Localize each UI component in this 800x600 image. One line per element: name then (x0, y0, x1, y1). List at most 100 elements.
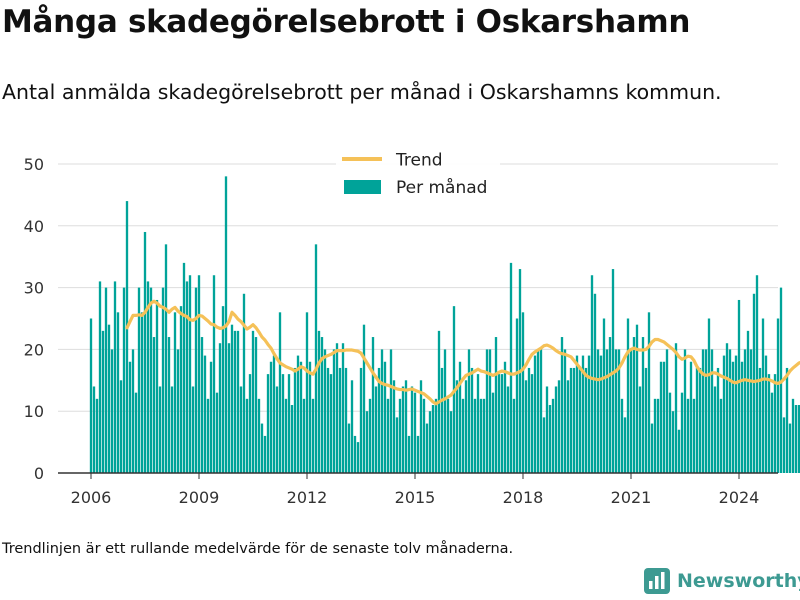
bar (395, 417, 399, 473)
bar (653, 398, 657, 473)
bar (461, 398, 465, 473)
bar (626, 318, 630, 473)
bar (170, 386, 174, 473)
bar (116, 312, 120, 473)
y-tick-label: 50 (24, 155, 44, 174)
bar (578, 367, 582, 473)
bar (209, 361, 213, 473)
bar (629, 349, 633, 473)
bar (242, 293, 246, 473)
bar (281, 374, 285, 473)
bar (434, 398, 438, 473)
bar (446, 398, 450, 473)
bar (290, 405, 294, 473)
bar (248, 374, 252, 473)
bar (635, 324, 639, 473)
bar (359, 367, 363, 473)
bar (320, 337, 324, 473)
bar (347, 423, 351, 473)
bar (410, 386, 414, 473)
bar (473, 398, 477, 473)
bar (782, 417, 786, 473)
bar (431, 405, 435, 473)
bar (230, 324, 234, 473)
bar (251, 330, 255, 473)
bar (770, 392, 774, 473)
bar (137, 287, 141, 473)
bar (500, 374, 504, 473)
bar (602, 318, 606, 473)
bar (278, 312, 282, 473)
bar (113, 281, 117, 473)
bar (455, 380, 459, 473)
bar (701, 349, 705, 473)
bar (422, 398, 426, 473)
bar (566, 380, 570, 473)
bar (743, 349, 747, 473)
bar (389, 349, 393, 473)
bar (146, 281, 150, 473)
bar (236, 330, 240, 473)
bar (449, 411, 453, 473)
bar (260, 423, 264, 473)
chart-subtitle: Antal anmälda skadegörelsebrott per måna… (2, 80, 722, 104)
bar (377, 367, 381, 473)
bar (110, 349, 114, 473)
x-tick-label: 2006 (71, 488, 112, 507)
bar (407, 435, 411, 473)
bar (548, 405, 552, 473)
bar (581, 355, 585, 473)
bar (479, 398, 483, 473)
bar (536, 349, 540, 473)
bar (272, 355, 276, 473)
bar (440, 367, 444, 473)
bar (416, 435, 420, 473)
bar (299, 361, 303, 473)
bar (335, 343, 339, 473)
bar (494, 337, 498, 473)
bar (332, 349, 336, 473)
bar (725, 343, 729, 473)
bar (497, 374, 501, 473)
bar (710, 349, 714, 473)
bar (746, 330, 750, 473)
bar (650, 423, 654, 473)
bar (794, 405, 798, 473)
bar (656, 398, 660, 473)
bar (95, 398, 99, 473)
bar (329, 374, 333, 473)
bar (788, 423, 792, 473)
bar (668, 392, 672, 473)
bar (203, 355, 207, 473)
bar (563, 349, 567, 473)
bar (695, 367, 699, 473)
bar (584, 367, 588, 473)
bar (458, 361, 462, 473)
bar (443, 349, 447, 473)
bar (371, 337, 375, 473)
bar (608, 337, 612, 473)
bar (134, 392, 138, 473)
bar (761, 318, 765, 473)
bar (758, 367, 762, 473)
bar (734, 355, 738, 473)
bar (521, 312, 525, 473)
bar (524, 380, 528, 473)
bar (485, 349, 489, 473)
bar (401, 386, 405, 473)
trend-line (125, 299, 800, 406)
bar (512, 398, 516, 473)
brand[interactable]: Newsworthy (644, 568, 800, 594)
bar (641, 337, 645, 473)
legend-bar-swatch (344, 180, 381, 194)
bar (215, 392, 219, 473)
bar (185, 281, 189, 473)
bar (314, 244, 318, 473)
trend-line-series (125, 299, 800, 406)
bar (98, 281, 102, 473)
bar (338, 367, 342, 473)
bar (212, 275, 216, 473)
y-axis-labels: 0 10 20 30 40 50 (24, 155, 44, 483)
bar (344, 367, 348, 473)
bar (776, 318, 780, 473)
